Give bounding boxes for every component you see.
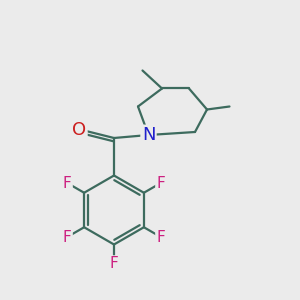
Text: F: F — [156, 176, 165, 190]
Text: O: O — [72, 122, 86, 140]
Text: N: N — [142, 126, 155, 144]
Text: F: F — [63, 176, 72, 190]
Text: F: F — [156, 230, 165, 244]
Text: F: F — [63, 230, 72, 244]
Text: F: F — [110, 256, 118, 272]
